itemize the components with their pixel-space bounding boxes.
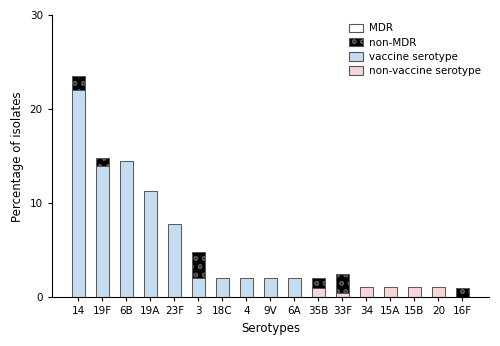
Bar bbox=[96, 166, 109, 297]
Bar bbox=[192, 252, 205, 279]
Bar bbox=[144, 191, 157, 297]
Bar bbox=[168, 224, 181, 297]
Bar bbox=[288, 279, 301, 297]
Bar bbox=[72, 76, 85, 90]
Bar bbox=[192, 279, 205, 297]
Bar bbox=[336, 274, 349, 293]
Bar bbox=[264, 279, 277, 297]
Bar bbox=[72, 90, 85, 297]
Legend: MDR, non-MDR, vaccine serotype, non-vaccine serotype: MDR, non-MDR, vaccine serotype, non-vacc… bbox=[346, 20, 484, 79]
Y-axis label: Percentage of isolates: Percentage of isolates bbox=[11, 91, 24, 221]
Bar bbox=[336, 293, 349, 297]
Bar bbox=[384, 287, 397, 297]
Bar bbox=[312, 288, 325, 297]
Bar bbox=[360, 287, 373, 297]
Bar bbox=[432, 287, 445, 297]
Bar bbox=[96, 158, 109, 166]
Bar bbox=[216, 279, 229, 297]
Bar bbox=[192, 252, 205, 279]
X-axis label: Serotypes: Serotypes bbox=[241, 322, 300, 335]
Bar bbox=[120, 161, 133, 297]
Bar bbox=[336, 274, 349, 293]
Bar bbox=[96, 158, 109, 166]
Bar bbox=[312, 279, 325, 288]
Bar bbox=[312, 279, 325, 288]
Bar bbox=[408, 287, 421, 297]
Bar bbox=[456, 288, 469, 297]
Bar bbox=[240, 279, 253, 297]
Bar bbox=[72, 76, 85, 90]
Bar bbox=[456, 288, 469, 297]
